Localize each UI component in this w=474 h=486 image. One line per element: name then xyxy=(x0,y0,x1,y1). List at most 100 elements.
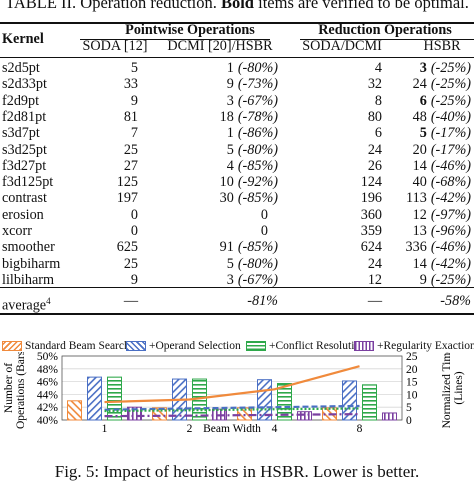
cell-kernel: contrast xyxy=(2,190,47,207)
cell-hsbr: 14 (-42%) xyxy=(380,255,471,273)
y2-tick-label: 20 xyxy=(406,364,418,376)
cell-dcmi-hsbr-pct: (-78%) xyxy=(237,108,278,125)
y2-axis-title: Normalized Time(Lines) xyxy=(441,352,465,428)
cell-hsbr-value: 13 xyxy=(412,223,427,239)
cell-soda-dcmi: 8 xyxy=(374,92,382,109)
cell-hsbr: 13 (-96%) xyxy=(380,222,471,240)
x-tick-label: 1 xyxy=(102,423,108,435)
cell-hsbr-value: 48 xyxy=(412,108,427,125)
cell-dcmi-hsbr-value: 0 xyxy=(260,223,268,239)
cell-hsbr-value: 24 xyxy=(412,76,427,93)
cell-soda-dcmi: 196 xyxy=(360,190,382,207)
cell-soda: 0 xyxy=(130,223,138,239)
cell-dcmi-hsbr-pct: (-85%) xyxy=(237,239,278,256)
cell-hsbr-value: 40 xyxy=(412,174,427,191)
cell-kernel: xcorr xyxy=(2,223,32,239)
x-tick-label: 8 xyxy=(357,423,363,435)
cell-hsbr-pct: (-17%) xyxy=(430,141,471,158)
legend-item-standard: Standard Beam Search xyxy=(2,340,130,352)
line-series-1 xyxy=(104,404,360,411)
average-soda-dcmi: — xyxy=(367,293,382,309)
cell-hsbr-pct: (-25%) xyxy=(430,271,471,288)
bar-1-3 xyxy=(342,380,357,421)
table-caption-suffix: items are verified to be optimal. xyxy=(258,0,469,12)
cell-dcmi-hsbr-value: 91 xyxy=(219,239,234,256)
table-caption-prefix: TABLE II. Operation reduction. xyxy=(5,0,217,12)
cell-dcmi-hsbr: 10 (-92%) xyxy=(150,173,278,191)
cell-kernel: s2d5pt xyxy=(2,60,40,76)
cell-hsbr-value: 336 xyxy=(405,239,427,256)
x-tick-label: 2 xyxy=(187,423,193,435)
line-series-2 xyxy=(104,407,360,413)
cell-dcmi-hsbr-value: 0 xyxy=(260,206,268,223)
y-axis-title: Number ofOperations (Bars) xyxy=(3,352,27,429)
cell-soda-dcmi: 4 xyxy=(374,60,382,76)
legend-item-operand: +Operand Selection xyxy=(126,340,241,352)
y-axis-title-line2: Operations (Bars) xyxy=(15,352,27,429)
cell-hsbr: 6 (-25%) xyxy=(380,92,471,110)
average-hsbr: -58% xyxy=(440,293,471,309)
cell-dcmi-hsbr: 9 (-73%) xyxy=(150,75,278,93)
cell-kernel: smoother xyxy=(2,239,55,256)
plot-frame xyxy=(61,355,403,421)
col-header-soda: SODA [12] xyxy=(82,38,148,54)
cell-soda: 197 xyxy=(116,190,138,207)
figure-caption: Fig. 5: Impact of heuristics in HSBR. Lo… xyxy=(54,462,420,481)
cell-hsbr-value: 5 xyxy=(419,125,427,142)
y-tick-label: 40% xyxy=(37,415,59,427)
cell-hsbr-value: 14 xyxy=(412,157,427,174)
y-tick-label: 48% xyxy=(37,364,59,376)
cell-soda: 7 xyxy=(130,125,138,142)
y-tick-label: 50% xyxy=(37,352,59,363)
cell-dcmi-hsbr-value: 10 xyxy=(219,174,234,191)
cell-dcmi-hsbr: 1 (-80%) xyxy=(150,59,278,77)
bar-3-2 xyxy=(297,411,312,421)
cell-hsbr-value: 113 xyxy=(406,190,427,207)
cell-hsbr-pct: (-25%) xyxy=(430,92,471,109)
cell-hsbr: 20 (-17%) xyxy=(380,141,471,159)
cell-soda-dcmi: 6 xyxy=(374,125,382,142)
cell-hsbr-value: 12 xyxy=(412,206,427,223)
cell-dcmi-hsbr-value: 1 xyxy=(226,125,234,142)
cell-hsbr: 113 (-42%) xyxy=(380,189,471,207)
cell-hsbr-pct: (-96%) xyxy=(430,223,471,239)
legend-label-operand: +Operand Selection xyxy=(149,340,241,352)
cell-hsbr-pct: (-42%) xyxy=(430,190,471,207)
cell-hsbr: 40 (-68%) xyxy=(380,173,471,191)
cell-dcmi-hsbr-value: 1 xyxy=(226,60,234,76)
line-series-3 xyxy=(104,413,360,418)
cell-dcmi-hsbr-value: 5 xyxy=(226,141,234,158)
cell-dcmi-hsbr: 30 (-85%) xyxy=(150,189,278,207)
x-axis-title: Beam Width xyxy=(203,423,261,435)
legend-item-conflict: +Conflict Resolution xyxy=(246,340,366,352)
col-header-dcmi-hsbr: DCMI [20]/HSBR xyxy=(167,38,273,54)
cell-soda: 25 xyxy=(123,141,138,158)
legend-label-standard: Standard Beam Search xyxy=(25,340,130,352)
cell-dcmi-hsbr-pct: (-85%) xyxy=(237,190,278,207)
cell-soda: 25 xyxy=(123,255,138,272)
legend-item-regularity: +Regularity Exaction xyxy=(354,340,474,352)
cell-dcmi-hsbr-value: 30 xyxy=(219,190,234,207)
cell-dcmi-hsbr-value: 18 xyxy=(219,108,234,125)
cell-kernel: lilbiharm xyxy=(2,271,55,288)
cell-soda-dcmi: 32 xyxy=(367,76,382,93)
average-rule xyxy=(0,287,474,288)
average-footnote: 4 xyxy=(46,296,51,306)
bar-0-0 xyxy=(67,400,82,421)
cell-dcmi-hsbr-pct: (-67%) xyxy=(237,92,278,109)
legend-label-conflict: +Conflict Resolution xyxy=(269,340,366,352)
line-series-0 xyxy=(104,365,360,404)
cell-dcmi-hsbr-pct: (-85%) xyxy=(237,157,278,174)
cell-kernel: s3d7pt xyxy=(2,125,40,142)
y2-tick-label: 10 xyxy=(406,389,418,401)
cell-dcmi-hsbr: 18 (-78%) xyxy=(150,108,278,126)
cell-dcmi-hsbr-pct: (-86%) xyxy=(237,125,278,142)
cell-hsbr-pct: (-42%) xyxy=(430,255,471,272)
cell-soda: 81 xyxy=(123,108,138,125)
average-dcmi-hsbr: -81% xyxy=(247,293,278,309)
legend-swatch-regularity xyxy=(354,341,374,351)
bar-2-0 xyxy=(107,376,122,421)
y2-tick-label: 5 xyxy=(406,402,412,414)
cell-hsbr-pct: (-17%) xyxy=(430,125,471,142)
